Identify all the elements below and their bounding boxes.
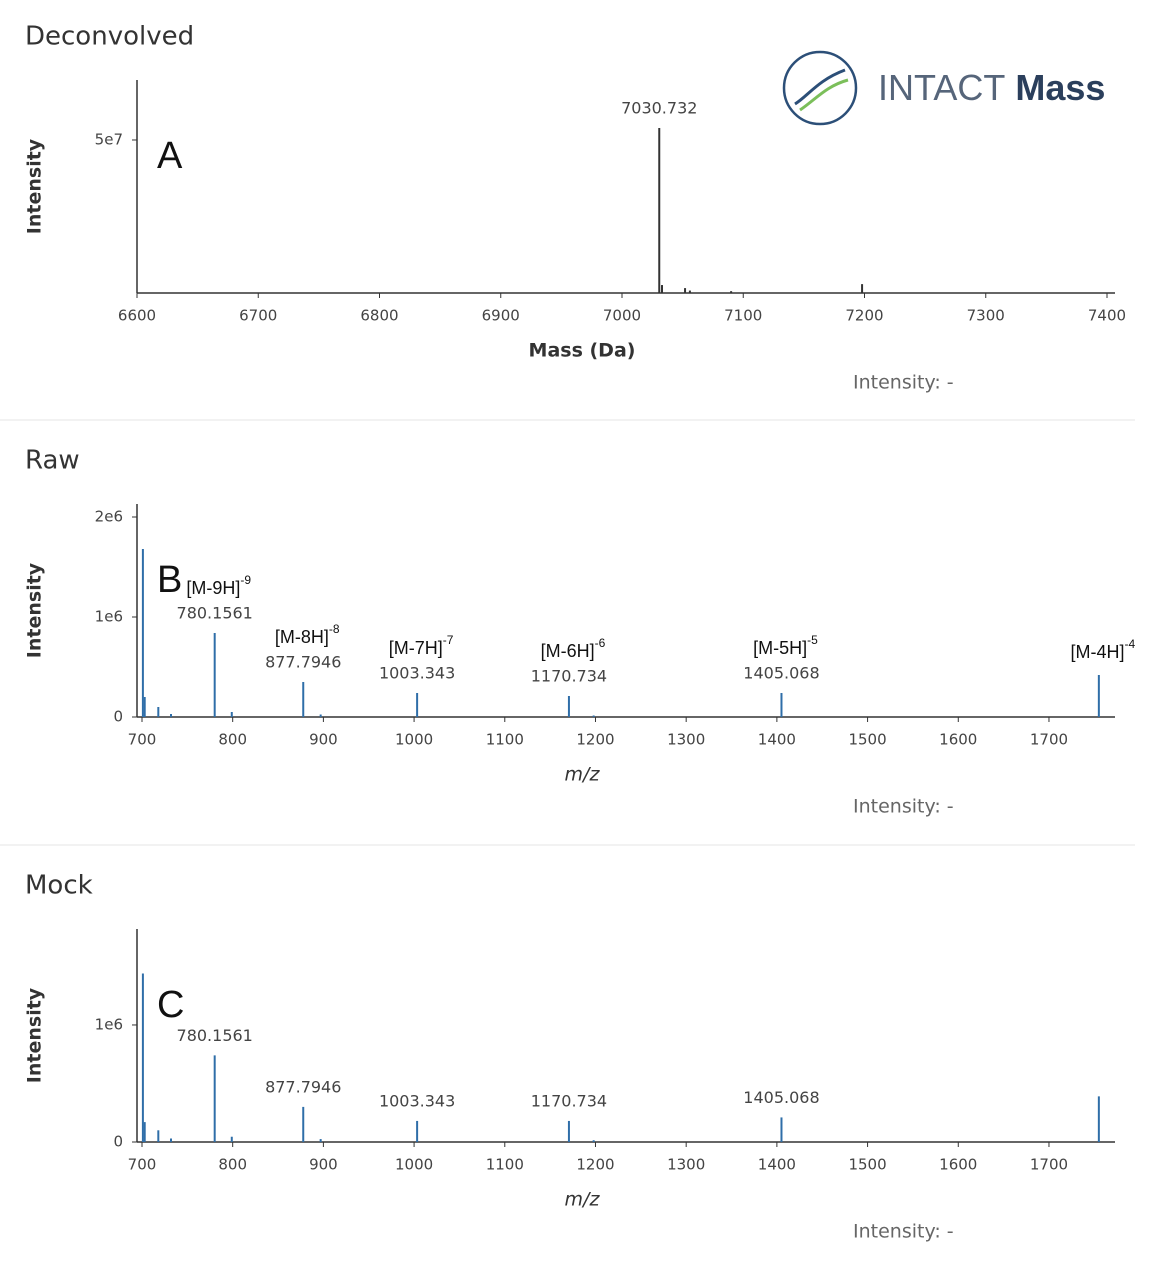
x-axis-label: m/z xyxy=(565,764,601,786)
y-tick-label: 0 xyxy=(113,1133,123,1151)
x-tick-label: 800 xyxy=(218,1156,247,1174)
ion-label: [M-8H]-8 xyxy=(275,622,340,647)
ion-charge: -9 xyxy=(240,573,251,587)
x-tick-label: 7100 xyxy=(724,307,762,325)
ion-name: [M-6H] xyxy=(541,641,595,661)
x-tick-label: 1500 xyxy=(848,731,886,749)
ion-charge: -6 xyxy=(595,636,606,650)
ion-name: [M-9H] xyxy=(186,578,240,598)
x-tick-label: 7400 xyxy=(1088,307,1126,325)
ion-name: [M-5H] xyxy=(753,638,807,658)
peak-mz-label: 877.7946 xyxy=(265,653,341,672)
logo-helix xyxy=(794,68,846,106)
x-tick-label: 1400 xyxy=(758,731,796,749)
x-tick-label: 700 xyxy=(128,1156,157,1174)
x-tick-label: 1300 xyxy=(667,731,705,749)
x-tick-label: 7200 xyxy=(845,307,883,325)
peak-mz-label: 1170.734 xyxy=(531,1091,607,1110)
peak-mz-label: 1003.343 xyxy=(379,664,455,683)
x-tick-label: 6700 xyxy=(239,307,277,325)
peak-mz-label: 1405.068 xyxy=(743,664,819,683)
y-tick-label: 2e6 xyxy=(95,508,123,526)
ion-label: [M-5H]-5 xyxy=(753,633,818,658)
logo-name: INTACT xyxy=(878,67,1005,108)
x-tick-label: 1600 xyxy=(939,731,977,749)
x-tick-label: 1200 xyxy=(576,731,614,749)
peak-mz-label: 7030.732 xyxy=(621,99,697,118)
x-tick-label: 1700 xyxy=(1030,1156,1068,1174)
peak-mz-label: 780.1561 xyxy=(177,604,253,623)
peak-mz-label: 1003.343 xyxy=(379,1091,455,1110)
ion-name: [M-7H] xyxy=(389,638,443,658)
peak-mz-label: 877.7946 xyxy=(265,1077,341,1096)
logo: INTACT Mass xyxy=(782,50,1105,126)
peak-mz-label: 780.1561 xyxy=(177,1026,253,1045)
x-tick-label: 1700 xyxy=(1030,731,1068,749)
x-tick-label: 7000 xyxy=(603,307,641,325)
peak-mz-label: 1405.068 xyxy=(743,1088,819,1107)
panel-letter: A xyxy=(157,135,183,177)
y-axis-label: Intensity xyxy=(24,562,46,658)
logo-emphasis: Mass xyxy=(1015,67,1105,108)
x-tick-label: 7300 xyxy=(967,307,1005,325)
x-tick-label: 1300 xyxy=(667,1156,705,1174)
intensity-readout: Intensity: - xyxy=(853,372,954,394)
x-tick-label: 1000 xyxy=(395,1156,433,1174)
ion-name: [M-4H] xyxy=(1071,642,1125,662)
panel-letter: B xyxy=(157,559,182,601)
ion-label: [M-7H]-7 xyxy=(389,633,454,658)
x-tick-label: 900 xyxy=(309,1156,338,1174)
panel-letter: C xyxy=(157,984,184,1026)
x-tick-label: 1500 xyxy=(848,1156,886,1174)
x-tick-label: 1600 xyxy=(939,1156,977,1174)
ion-charge: -8 xyxy=(329,622,340,636)
x-tick-label: 900 xyxy=(309,731,338,749)
x-tick-label: 1400 xyxy=(758,1156,796,1174)
x-tick-label: 700 xyxy=(128,731,157,749)
y-tick-label: 1e6 xyxy=(95,608,123,626)
x-tick-label: 6800 xyxy=(360,307,398,325)
x-axis-label: Mass (Da) xyxy=(529,340,636,362)
x-axis-label: m/z xyxy=(565,1189,601,1211)
panel-title: Deconvolved xyxy=(25,22,194,52)
y-tick-label: 5e7 xyxy=(95,130,123,148)
y-axis-label: Intensity xyxy=(24,987,46,1083)
y-axis-label: Intensity xyxy=(24,138,46,234)
intensity-readout: Intensity: - xyxy=(853,796,954,818)
x-tick-label: 1000 xyxy=(395,731,433,749)
x-tick-label: 1100 xyxy=(486,731,524,749)
panel-title: Raw xyxy=(25,446,80,476)
ion-charge: -4 xyxy=(1125,637,1136,651)
x-tick-label: 1200 xyxy=(576,1156,614,1174)
x-tick-label: 1100 xyxy=(486,1156,524,1174)
logo-text: INTACT Mass xyxy=(878,67,1105,108)
logo-helix xyxy=(799,78,849,112)
x-tick-label: 6600 xyxy=(118,307,156,325)
x-tick-label: 6900 xyxy=(482,307,520,325)
peak-mz-label: 1170.734 xyxy=(531,667,607,686)
intensity-readout: Intensity: - xyxy=(853,1221,954,1243)
ion-label: [M-4H]-4 xyxy=(1071,637,1136,662)
x-tick-label: 800 xyxy=(218,731,247,749)
ion-charge: -5 xyxy=(807,633,818,647)
logo-ring xyxy=(782,50,858,126)
y-tick-label: 1e6 xyxy=(95,1015,123,1033)
y-tick-label: 0 xyxy=(113,708,123,726)
ion-label: [M-9H]-9 xyxy=(186,573,251,598)
ion-charge: -7 xyxy=(443,633,454,647)
ion-name: [M-8H] xyxy=(275,627,329,647)
ion-label: [M-6H]-6 xyxy=(541,636,606,661)
panel-title: Mock xyxy=(25,871,93,901)
